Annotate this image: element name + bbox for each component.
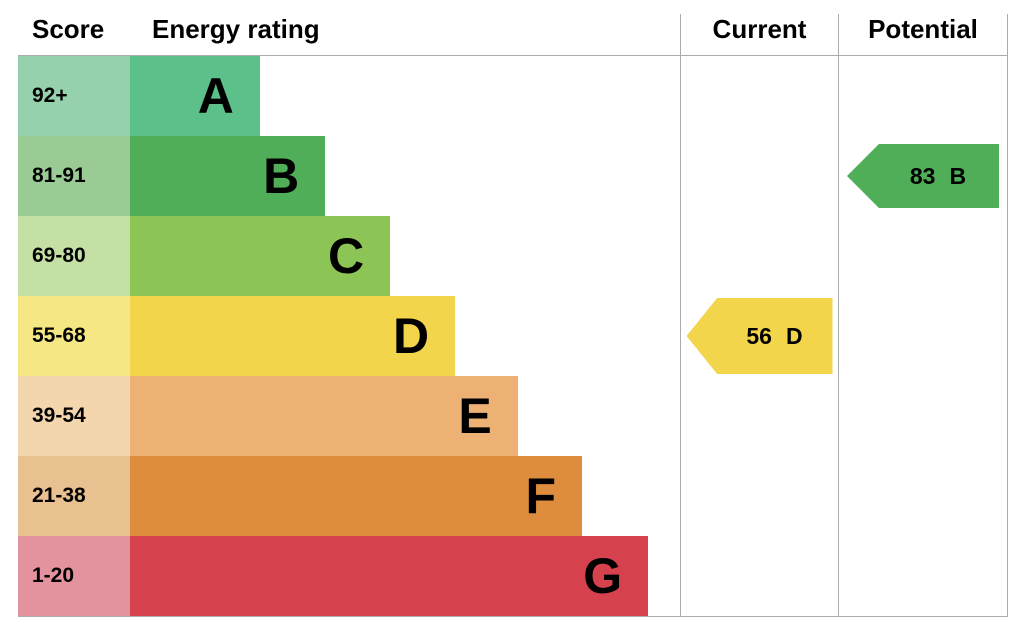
potential-rating-band: B xyxy=(949,162,967,189)
current-rating-band: D xyxy=(785,322,803,349)
score-range-label: 55-68 xyxy=(32,324,86,347)
band-bar-b: B xyxy=(130,136,326,216)
score-cell-e: 39-54 xyxy=(18,376,130,456)
current-cell-c xyxy=(680,216,838,296)
band-row-a: 92+ A xyxy=(18,56,1008,136)
score-cell-f: 21-38 xyxy=(18,456,130,536)
band-row-f: 21-38 F xyxy=(18,456,1008,536)
current-rating-value: 56 xyxy=(746,322,772,349)
score-cell-g: 1-20 xyxy=(18,536,130,616)
header-current-cell: Current xyxy=(680,14,838,55)
header-score-label: Score xyxy=(32,14,105,44)
potential-cell-e xyxy=(838,376,1008,456)
score-cell-c: 69-80 xyxy=(18,216,130,296)
header-potential-label: Potential xyxy=(868,14,978,44)
current-cell-a xyxy=(680,56,838,136)
rating-cell-d: D xyxy=(130,296,680,376)
band-letter-f: F xyxy=(525,468,557,524)
band-letter-c: C xyxy=(328,228,365,284)
current-cell-e xyxy=(680,376,838,456)
band-row-d: 55-68 D 56 D xyxy=(18,296,1008,376)
potential-cell-g xyxy=(838,536,1008,616)
band-letter-d: D xyxy=(392,308,430,364)
header-rating-cell: Energy rating xyxy=(130,14,680,55)
rating-cell-f: F xyxy=(130,456,680,536)
rating-cell-b: B xyxy=(130,136,680,216)
rating-cell-c: C xyxy=(130,216,680,296)
score-range-label: 81-91 xyxy=(32,164,86,187)
potential-cell-f xyxy=(838,456,1008,536)
band-row-c: 69-80 C xyxy=(18,216,1008,296)
potential-cell-b: 83 B xyxy=(838,136,1008,216)
score-cell-a: 92+ xyxy=(18,56,130,136)
score-range-label: 21-38 xyxy=(32,484,86,507)
score-range-label: 1-20 xyxy=(32,564,75,587)
current-cell-f xyxy=(680,456,838,536)
current-rating-arrow: 56 D xyxy=(686,298,833,374)
band-bar-a: A xyxy=(130,56,260,136)
rating-cell-g: G xyxy=(130,536,680,616)
potential-rating-value: 83 xyxy=(909,162,936,189)
header-potential-cell: Potential xyxy=(838,14,1008,55)
band-letter-b: B xyxy=(263,148,300,204)
band-bar-g: G xyxy=(130,536,649,616)
potential-cell-d xyxy=(838,296,1008,376)
header-score-cell: Score xyxy=(18,14,130,55)
score-range-label: 69-80 xyxy=(32,244,86,267)
band-bar-d: D xyxy=(130,296,456,376)
header-rating-label: Energy rating xyxy=(152,14,320,44)
header-current-label: Current xyxy=(712,14,807,44)
band-bar-f: F xyxy=(130,456,583,536)
current-cell-d: 56 D xyxy=(680,296,838,376)
current-cell-g xyxy=(680,536,838,616)
header-row: Score Energy rating Current Potential xyxy=(18,14,1008,56)
band-letter-e: E xyxy=(458,388,492,444)
band-row-e: 39-54 E xyxy=(18,376,1008,456)
score-cell-d: 55-68 xyxy=(18,296,130,376)
band-letter-a: A xyxy=(197,68,234,124)
rating-cell-e: E xyxy=(130,376,680,456)
band-bar-e: E xyxy=(130,376,518,456)
band-row-b: 81-91 B 83 B xyxy=(18,136,1008,216)
epc-grid: Score Energy rating Current Potential 92… xyxy=(18,14,1008,617)
potential-rating-arrow: 83 B xyxy=(847,144,999,208)
band-letter-g: G xyxy=(583,548,623,604)
score-cell-b: 81-91 xyxy=(18,136,130,216)
potential-cell-a xyxy=(838,56,1008,136)
band-row-g: 1-20 G xyxy=(18,536,1008,616)
score-range-label: 92+ xyxy=(32,84,68,107)
current-cell-b xyxy=(680,136,838,216)
band-bar-c: C xyxy=(130,216,391,296)
score-range-label: 39-54 xyxy=(32,404,86,427)
rating-cell-a: A xyxy=(130,56,680,136)
potential-cell-c xyxy=(838,216,1008,296)
